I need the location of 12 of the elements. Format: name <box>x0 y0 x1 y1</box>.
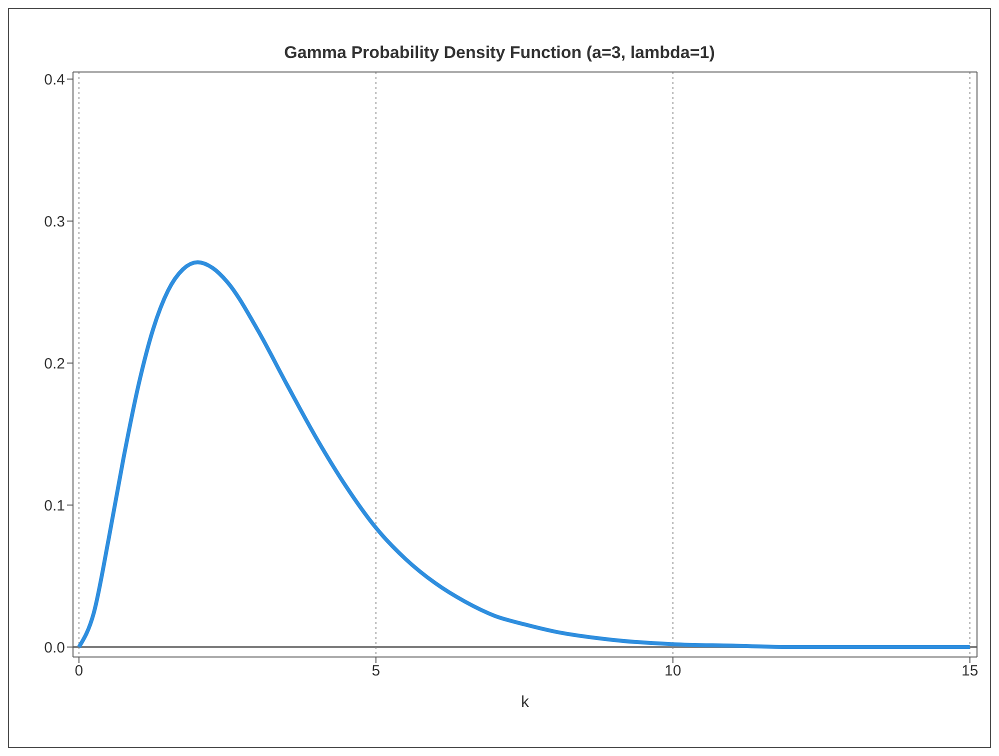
y-tick-label: 0.4 <box>44 71 65 88</box>
x-tick-label: 15 <box>962 662 978 680</box>
x-tick-label: 5 <box>372 662 380 680</box>
x-axis-title: k <box>521 694 530 711</box>
line-series <box>76 260 972 650</box>
y-tick-label: 0.1 <box>44 497 65 514</box>
chart-title: Gamma Probability Density Function (a=3, lambda=1) <box>283 43 716 63</box>
x-tick-label: 0 <box>74 662 84 680</box>
y-tick-label: 0.2 <box>44 355 65 372</box>
y-tick-label: 0.0 <box>44 639 65 656</box>
x-tick-label: 10 <box>664 662 682 680</box>
y-tick-label: 0.3 <box>44 213 65 230</box>
